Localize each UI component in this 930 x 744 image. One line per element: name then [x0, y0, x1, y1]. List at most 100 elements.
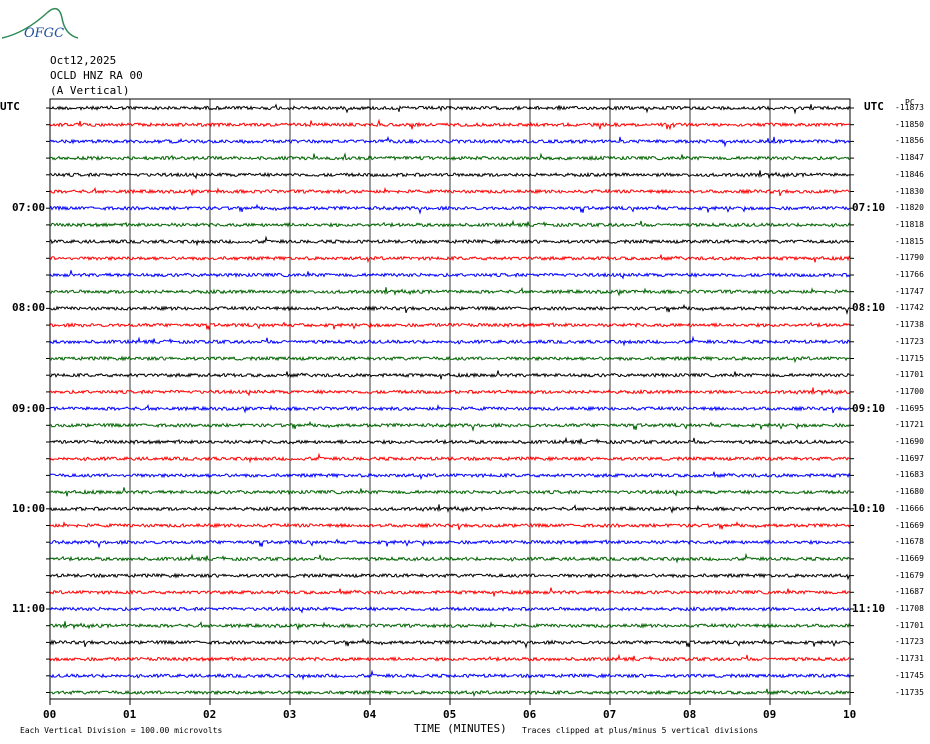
- seismic-trace: [49, 335, 851, 347]
- seismic-trace: [49, 504, 851, 514]
- pc-label: PC: [905, 98, 915, 107]
- left-time-label: 08:00: [12, 301, 46, 315]
- chart-date: Oct12,2025: [50, 54, 117, 67]
- seismic-trace: [49, 572, 851, 581]
- seismic-trace: [49, 254, 851, 264]
- trace-value-label: -11669: [895, 553, 924, 563]
- seismic-trace: [49, 403, 851, 414]
- x-tick-label: 09: [763, 708, 777, 721]
- utc-left-label: UTC: [0, 100, 20, 113]
- left-time-label: 09:00: [12, 401, 46, 415]
- trace-value-label: -11666: [895, 503, 924, 513]
- seismic-trace: [49, 538, 851, 549]
- seismic-trace: [49, 520, 851, 531]
- seismic-trace: [49, 621, 851, 631]
- station-code: OCLD HNZ RA 00: [50, 69, 143, 82]
- right-time-label: 11:10: [852, 602, 886, 615]
- trace-value-label: -11745: [895, 670, 924, 680]
- trace-value-label: -11669: [895, 520, 924, 530]
- trace-value-label: -11747: [895, 286, 924, 296]
- trace-value-label: -11683: [895, 470, 924, 480]
- seismic-trace: [49, 303, 851, 315]
- right-time-label: 08:10: [852, 301, 886, 315]
- trace-value-label: -11742: [895, 303, 924, 313]
- seismic-trace: [49, 452, 851, 464]
- seismic-trace: [49, 170, 851, 180]
- x-tick-label: 02: [203, 708, 217, 721]
- trace-value-label: -11679: [895, 570, 924, 580]
- seismic-trace: [49, 287, 851, 297]
- trace-value-label: -11766: [895, 270, 924, 279]
- seismic-trace: [49, 370, 851, 380]
- trace-value-label: -11701: [895, 370, 924, 380]
- trace-value-label: -11847: [895, 153, 924, 163]
- clip-note: Traces clipped at plus/minus 5 vertical …: [522, 726, 759, 735]
- right-time-label: 10:10: [852, 501, 886, 515]
- x-tick-label: 01: [123, 708, 137, 721]
- trace-value-label: -11815: [895, 236, 924, 246]
- x-tick-label: 10: [843, 708, 857, 721]
- seismic-trace: [49, 219, 851, 229]
- trace-value-label: -11687: [895, 587, 924, 597]
- x-tick-label: 06: [523, 708, 537, 721]
- trace-value-label: -11846: [895, 169, 924, 179]
- seismic-trace: [49, 203, 851, 215]
- trace-value-label: -11695: [895, 403, 924, 413]
- seismic-trace: [49, 688, 851, 698]
- trace-value-label: -11678: [895, 537, 924, 547]
- x-tick-label: 05: [443, 708, 457, 721]
- trace-value-label: -11790: [895, 253, 924, 263]
- trace-value-label: -11820: [895, 203, 924, 213]
- utc-right-label: UTC: [864, 100, 884, 113]
- seismic-trace: [49, 637, 851, 649]
- trace-value-label: -11715: [895, 353, 924, 363]
- scale-note: Each Vertical Division = 100.00 microvol…: [20, 726, 223, 735]
- seismic-trace: [49, 420, 851, 432]
- seismic-trace: [49, 186, 851, 197]
- x-tick-label: 03: [283, 708, 297, 721]
- seismic-trace: [49, 487, 851, 497]
- trace-value-label: -11680: [895, 487, 924, 497]
- x-tick-label: 07: [603, 708, 617, 721]
- seismic-trace: [49, 235, 851, 247]
- trace-value-label: -11690: [895, 437, 924, 446]
- x-tick-label: 08: [683, 708, 697, 721]
- trace-value-label: -11731: [895, 654, 924, 664]
- seismic-trace: [49, 552, 851, 564]
- trace-value-label: -11856: [895, 136, 924, 146]
- x-tick-label: 04: [363, 708, 377, 721]
- trace-value-label: -11818: [895, 219, 924, 229]
- seismic-trace: [49, 587, 851, 597]
- trace-value-label: -11738: [895, 320, 924, 330]
- seismic-trace: [49, 605, 851, 614]
- trace-value-label: -11708: [895, 604, 924, 613]
- left-time-label: 11:00: [12, 602, 46, 615]
- trace-value-label: -11873: [895, 103, 924, 112]
- seismic-trace: [49, 270, 851, 280]
- trace-value-label: -11723: [895, 637, 924, 647]
- seismic-trace: [49, 669, 851, 681]
- right-time-label: 07:10: [852, 201, 886, 215]
- seismic-trace: [49, 152, 851, 162]
- seismic-trace: [49, 387, 851, 397]
- logo: OFGC: [0, 4, 80, 44]
- x-tick-label: 00: [43, 708, 57, 721]
- logo-swoosh-icon: [1, 7, 79, 39]
- left-time-label: 10:00: [12, 501, 46, 515]
- trace-value-label: -11701: [895, 620, 924, 630]
- seismic-trace: [49, 136, 851, 148]
- seismic-trace: [49, 118, 851, 131]
- trace-value-label: -11850: [895, 119, 924, 129]
- logo-text: OFGC: [24, 26, 65, 41]
- seismic-trace: [49, 355, 851, 364]
- right-time-label: 09:10: [852, 401, 886, 415]
- trace-value-label: -11700: [895, 386, 924, 396]
- seismic-trace: [49, 653, 851, 663]
- trace-value-label: -11721: [895, 420, 924, 430]
- x-axis-title: TIME (MINUTES): [414, 722, 507, 735]
- seismic-trace: [49, 321, 851, 330]
- trace-value-label: -11697: [895, 453, 924, 463]
- trace-value-label: -11830: [895, 186, 924, 196]
- left-time-label: 07:00: [12, 201, 46, 215]
